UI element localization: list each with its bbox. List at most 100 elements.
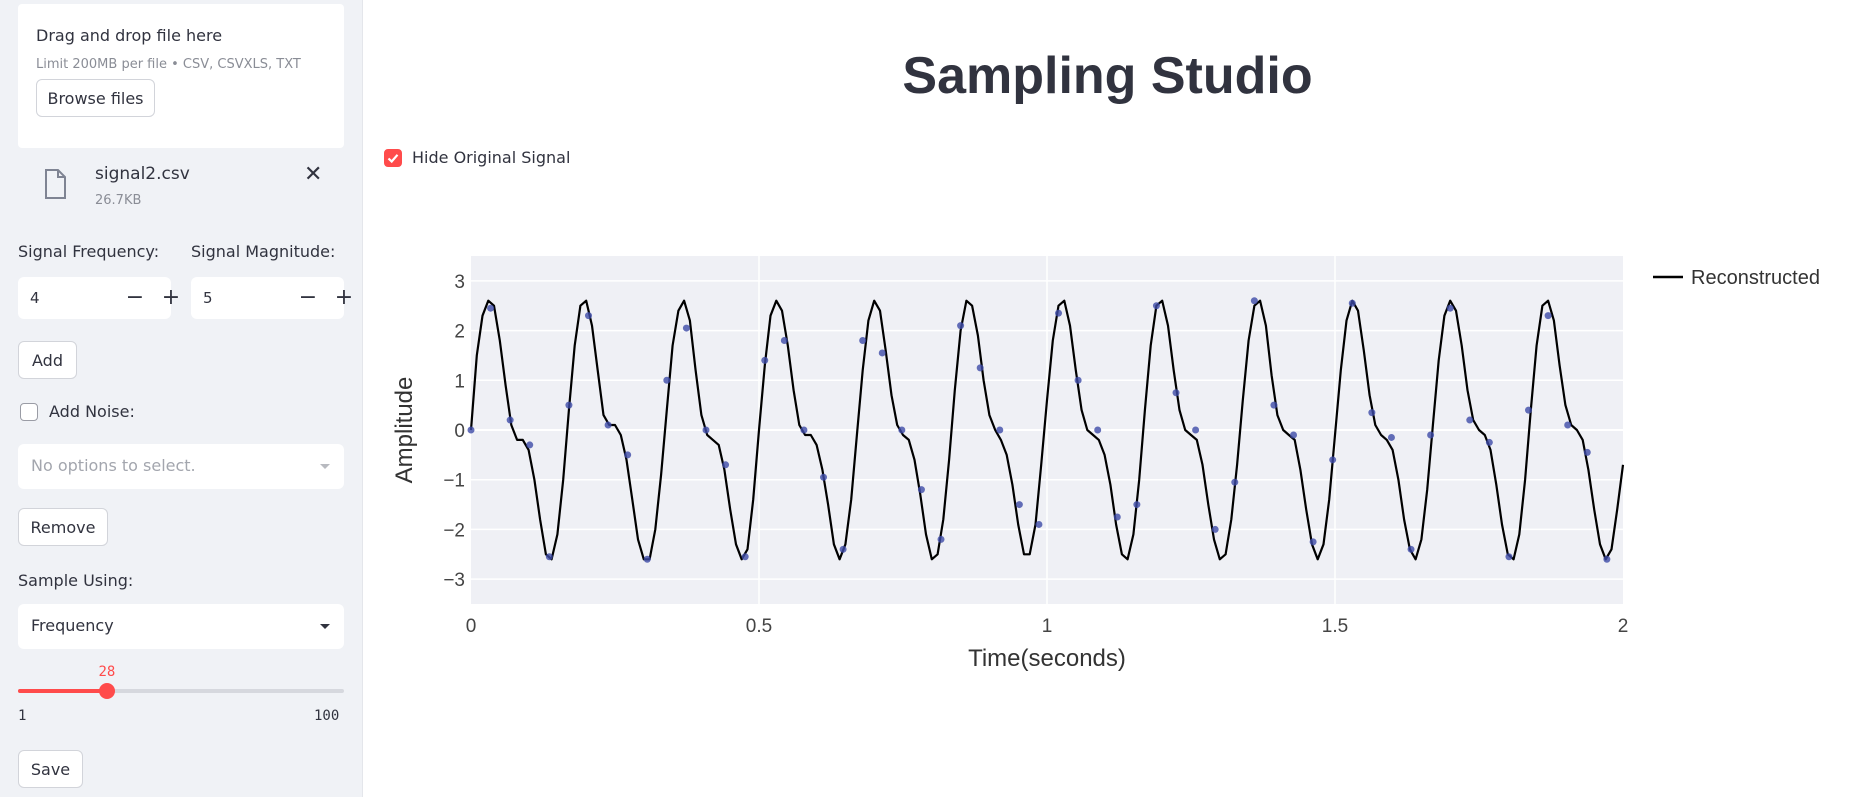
- x-axis-label: Time(seconds): [968, 645, 1126, 672]
- file-uploader-dropzone[interactable]: Drag and drop file here Limit 200MB per …: [18, 4, 344, 148]
- sample-point: [604, 421, 612, 429]
- sample-point: [1015, 501, 1023, 509]
- uploader-limit: Limit 200MB per file • CSV, CSVXLS, TXT: [36, 57, 301, 72]
- sample-point: [937, 535, 945, 543]
- y-tick-label: −3: [443, 570, 465, 591]
- sample-point: [898, 426, 906, 434]
- sample-point: [761, 356, 769, 364]
- sample-point: [1250, 297, 1258, 305]
- sample-point: [702, 426, 710, 434]
- sample-point: [467, 426, 475, 434]
- y-tick-label: −2: [443, 520, 465, 541]
- y-tick-label: 3: [454, 272, 465, 293]
- signal-frequency-value[interactable]: 4: [30, 289, 40, 307]
- add-noise-label: Add Noise:: [49, 402, 135, 421]
- x-tick-label: 1.5: [1322, 616, 1348, 637]
- browse-files-button[interactable]: Browse files: [36, 79, 155, 117]
- legend-label: Reconstructed: [1691, 267, 1820, 289]
- signal-magnitude-label: Signal Magnitude:: [191, 242, 336, 261]
- sample-point: [800, 426, 808, 434]
- remove-button[interactable]: Remove: [18, 508, 108, 546]
- sample-point: [663, 376, 671, 384]
- sample-point: [741, 553, 749, 561]
- magnitude-decrement-button[interactable]: −: [298, 285, 318, 310]
- sample-point: [917, 486, 925, 494]
- slider-value: 28: [98, 664, 116, 680]
- page-title: Sampling Studio: [902, 47, 1313, 105]
- sample-point: [1525, 406, 1533, 414]
- add-button[interactable]: Add: [18, 341, 77, 379]
- sample-point: [1290, 431, 1298, 439]
- checkmark-icon: [387, 154, 399, 164]
- x-tick-label: 0: [466, 616, 477, 637]
- reconstructed-line: [469, 299, 1625, 561]
- sample-point: [1152, 302, 1160, 310]
- y-tick-label: 2: [454, 322, 465, 343]
- sample-using-select[interactable]: Frequency: [18, 604, 344, 649]
- sample-point: [1231, 478, 1239, 486]
- sample-point: [1329, 456, 1337, 464]
- x-tick-label: 1: [1042, 616, 1053, 637]
- signal-frequency-input[interactable]: 4 − +: [18, 277, 180, 319]
- sample-point: [682, 324, 690, 332]
- y-tick-label: −1: [443, 471, 465, 492]
- sample-point: [545, 553, 553, 561]
- sample-point: [1485, 438, 1493, 446]
- sample-point: [1348, 299, 1356, 307]
- x-tick-label: 2: [1618, 616, 1629, 637]
- chevron-down-icon: [320, 624, 330, 629]
- sample-point: [878, 349, 886, 357]
- sample-point: [957, 322, 965, 330]
- sampling-slider[interactable]: 28: [18, 664, 344, 699]
- signal-chart[interactable]: 0 0.5 1 1.5 2 3 2 1 0 −1 −2 −3 Time(seconds) Amplitud…: [364, 0, 1851, 797]
- chevron-down-icon: [320, 464, 330, 469]
- sample-point: [1387, 433, 1395, 441]
- hide-original-checkbox[interactable]: [384, 149, 402, 167]
- frequency-decrement-button[interactable]: −: [125, 285, 145, 310]
- close-icon[interactable]: ✕: [304, 162, 323, 187]
- sample-point: [1211, 525, 1219, 533]
- sample-point: [1368, 409, 1376, 417]
- sample-point: [506, 416, 514, 424]
- sample-point: [1407, 545, 1415, 553]
- sample-point: [1544, 312, 1552, 320]
- slider-thumb[interactable]: [98, 683, 115, 699]
- hide-original-label: Hide Original Signal: [412, 148, 571, 167]
- sample-point: [1270, 401, 1278, 409]
- sample-point: [976, 364, 984, 372]
- sample-point: [526, 441, 534, 449]
- sidebar: Drag and drop file here Limit 200MB per …: [0, 0, 363, 797]
- frequency-increment-button[interactable]: +: [161, 285, 181, 310]
- sample-point: [859, 337, 867, 345]
- sample-point: [1094, 426, 1102, 434]
- sample-point: [820, 473, 828, 481]
- sample-point: [1133, 501, 1141, 509]
- sample-point: [1074, 376, 1082, 384]
- sample-point: [565, 401, 573, 409]
- file-icon: [45, 169, 66, 199]
- save-button[interactable]: Save: [18, 750, 83, 788]
- slider-fill: [18, 689, 107, 693]
- add-noise-checkbox[interactable]: [20, 403, 38, 421]
- signal-magnitude-value[interactable]: 5: [203, 289, 213, 307]
- slider-min: 1: [18, 708, 27, 724]
- x-tick-label: 0.5: [746, 616, 772, 637]
- sample-point: [1427, 431, 1435, 439]
- sample-point: [1446, 304, 1454, 312]
- sample-point: [1505, 553, 1513, 561]
- uploader-title: Drag and drop file here: [36, 26, 223, 45]
- sample-point: [996, 426, 1004, 434]
- y-tick-label: 0: [454, 421, 465, 442]
- sample-point: [839, 545, 847, 553]
- sample-point: [1583, 448, 1591, 456]
- main-content: Sampling Studio Hide Original Signal 0 0.…: [364, 0, 1851, 797]
- sample-point: [1055, 309, 1063, 317]
- sample-point: [780, 337, 788, 345]
- y-axis-label: Amplitude: [391, 377, 418, 484]
- signal-magnitude-input[interactable]: 5 − +: [191, 277, 353, 319]
- magnitude-increment-button[interactable]: +: [334, 285, 354, 310]
- sample-point: [1309, 538, 1317, 546]
- noise-select[interactable]: No options to select.: [18, 444, 344, 489]
- sample-point: [1603, 555, 1611, 563]
- sample-point: [1564, 421, 1572, 429]
